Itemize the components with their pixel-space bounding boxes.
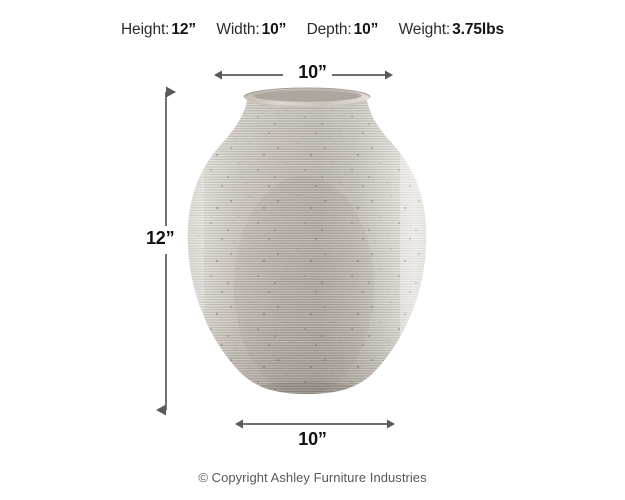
spec-width: Width: 10” bbox=[216, 21, 286, 39]
spec-depth: Depth: 10” bbox=[307, 21, 379, 39]
copyright-notice: © Copyright Ashley Furniture Industries bbox=[198, 470, 427, 485]
spec-weight-value: 3.75lbs bbox=[452, 21, 505, 38]
spec-height-label: Height: bbox=[120, 21, 170, 38]
vase-illustration bbox=[187, 87, 427, 394]
top-width-label: 10” bbox=[298, 62, 327, 82]
vase-rim bbox=[243, 87, 371, 108]
vase-body bbox=[187, 96, 427, 394]
spec-width-value: 10” bbox=[261, 21, 287, 38]
spec-depth-value: 10” bbox=[353, 21, 379, 38]
spec-weight: Weight: 3.75lbs bbox=[398, 21, 505, 39]
product-spec-bar: Height: 12” Width: 10” Depth: 10” Weight: 3.… bbox=[0, 21, 625, 39]
spec-height-value: 12” bbox=[171, 21, 197, 38]
spec-weight-label: Weight: bbox=[398, 21, 451, 38]
bottom-width-label: 10” bbox=[298, 429, 327, 449]
product-image-ribbed-ceramic-vase bbox=[178, 86, 436, 406]
left-height-label: 12” bbox=[146, 228, 175, 248]
spec-depth-label: Depth: bbox=[306, 21, 352, 38]
spec-width-label: Width: bbox=[216, 21, 260, 38]
spec-height: Height: 12” bbox=[121, 21, 196, 39]
